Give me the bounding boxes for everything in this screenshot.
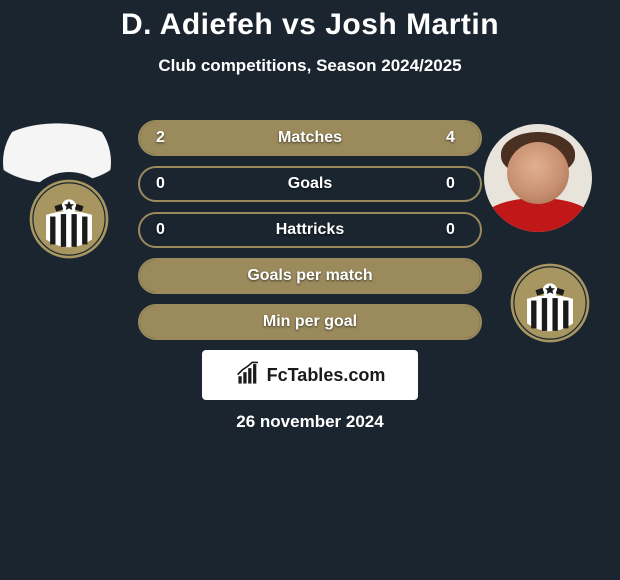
stat-row-goals: 0 Goals 0: [138, 166, 482, 202]
player-right-avatar: [484, 124, 592, 232]
stat-right-value: 0: [446, 221, 464, 239]
date-label: 26 november 2024: [0, 412, 620, 432]
stat-right-value: 0: [446, 175, 464, 193]
stat-label: Hattricks: [140, 221, 480, 239]
stat-row-hattricks: 0 Hattricks 0: [138, 212, 482, 248]
page-title: D. Adiefeh vs Josh Martin: [0, 0, 620, 42]
chart-icon: [235, 360, 263, 391]
brand-text: FcTables.com: [267, 365, 386, 386]
stat-label: Goals per match: [140, 267, 480, 285]
stats-container: 2 Matches 4 0 Goals 0 0 Hattricks 0 Goal…: [138, 120, 482, 350]
stat-label: Matches: [140, 129, 480, 147]
stat-row-matches: 2 Matches 4: [138, 120, 482, 156]
team-crest-left: [22, 172, 116, 266]
stat-label: Min per goal: [140, 313, 480, 331]
subtitle: Club competitions, Season 2024/2025: [0, 56, 620, 76]
stat-row-min-per-goal: Min per goal: [138, 304, 482, 340]
stat-row-goals-per-match: Goals per match: [138, 258, 482, 294]
team-crest-right: [503, 256, 597, 350]
brand-badge: FcTables.com: [202, 350, 418, 400]
stat-right-value: 4: [446, 129, 464, 147]
stat-label: Goals: [140, 175, 480, 193]
